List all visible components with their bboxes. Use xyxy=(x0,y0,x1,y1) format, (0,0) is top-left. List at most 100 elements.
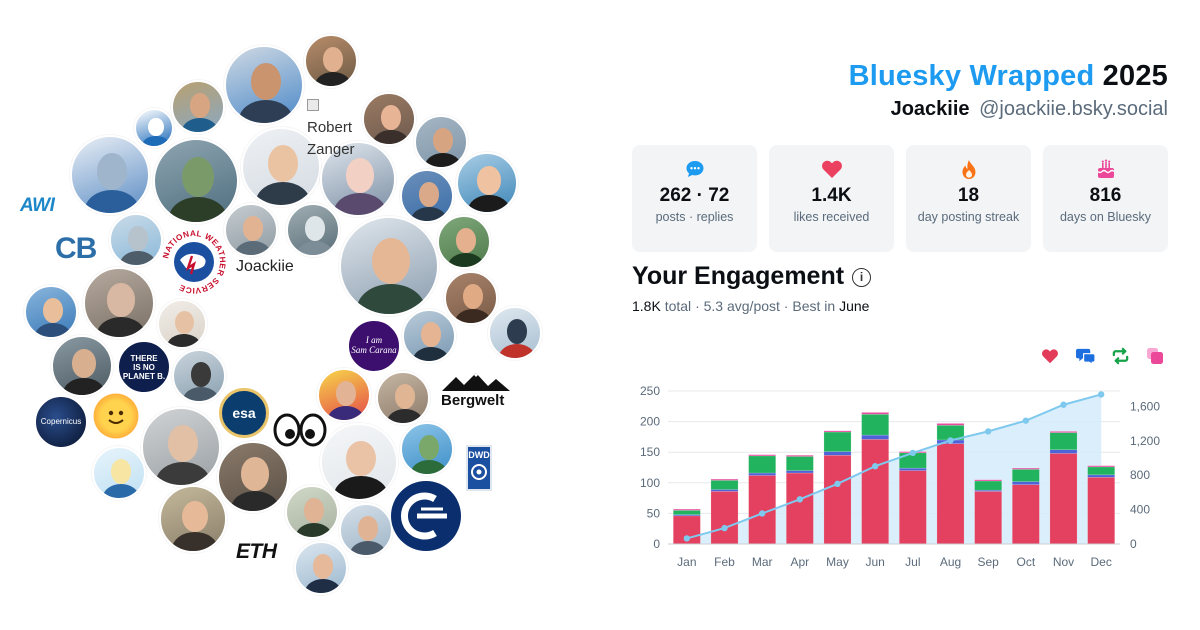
center-user-label: Joackiie xyxy=(236,258,294,275)
avatar-body xyxy=(142,136,170,146)
stat-label: likes received xyxy=(793,210,870,224)
avatar-body xyxy=(255,181,311,205)
cumulative-point xyxy=(758,510,766,517)
bar-segment xyxy=(710,480,739,490)
avatar-body xyxy=(327,405,365,420)
avatar-body xyxy=(102,483,140,498)
bar-segment xyxy=(861,412,889,415)
avatar-body xyxy=(386,408,424,423)
y2-tick-label: 400 xyxy=(1130,503,1150,517)
x-tick-label: Nov xyxy=(1053,555,1074,569)
avatar-face xyxy=(380,104,402,130)
bar-segment xyxy=(710,489,739,492)
sam-carana-avatar: I am Sam Carana xyxy=(347,319,401,373)
avatar xyxy=(24,285,78,339)
avatar-face xyxy=(345,158,375,194)
avatar-face xyxy=(242,215,264,241)
x-tick-label: Jul xyxy=(905,555,920,569)
bar-segment xyxy=(1049,432,1078,451)
avatar-body xyxy=(167,334,201,347)
bar-segment xyxy=(748,454,776,457)
broken-image-icon xyxy=(307,99,319,111)
cumulative-point xyxy=(721,524,728,532)
broken-image: Robert Zanger xyxy=(307,95,355,161)
cumulative-line xyxy=(686,393,1102,540)
heart-icon[interactable] xyxy=(1040,346,1060,366)
avatar xyxy=(70,135,150,215)
quote-icon[interactable] xyxy=(1145,346,1165,366)
bar-segment xyxy=(899,470,927,545)
avatar-body xyxy=(96,316,146,337)
bar-segment xyxy=(974,480,1002,491)
avatar-body xyxy=(171,531,219,551)
bar-segment xyxy=(936,423,965,426)
cumulative-point xyxy=(1097,391,1105,398)
stat-card-posts: 262 · 72 posts · replies xyxy=(632,145,757,252)
y2-tick-label: 1,200 xyxy=(1130,434,1160,448)
brand-title: Bluesky Wrapped xyxy=(848,60,1095,92)
bar-segment xyxy=(1012,467,1040,470)
stat-value: 262 · 72 xyxy=(659,185,730,206)
avatar xyxy=(134,108,174,148)
cumulative-point xyxy=(1060,401,1067,408)
stat-value: 816 xyxy=(1089,185,1122,206)
repost-icon[interactable] xyxy=(1110,346,1130,366)
bar-segment xyxy=(974,491,1002,545)
avatar-body xyxy=(410,206,448,221)
reply-icon[interactable] xyxy=(1075,346,1095,366)
x-tick-label: Sep xyxy=(977,555,999,569)
avatar xyxy=(317,368,371,422)
bar-segment xyxy=(748,475,776,545)
engagement-title: Your Engagement xyxy=(632,262,845,290)
avatar-body xyxy=(454,308,492,323)
avatar-face xyxy=(357,515,379,541)
cumulative-point xyxy=(1022,417,1030,424)
bar-segment xyxy=(673,508,701,511)
bergwelt-logo xyxy=(440,372,512,412)
avatar-face xyxy=(372,238,410,284)
avatar-body xyxy=(62,377,106,395)
avatar-face xyxy=(432,127,454,153)
y2-tick-label: 0 xyxy=(1130,537,1137,551)
avatar-face xyxy=(250,63,282,100)
avatar-body xyxy=(155,461,211,485)
avatar-face xyxy=(241,457,269,491)
avatar-face xyxy=(72,349,96,378)
bar-segment xyxy=(823,430,852,433)
stat-value: 18 xyxy=(957,185,980,206)
avatar-body xyxy=(234,240,272,255)
bar-segment xyxy=(1087,474,1115,478)
user-line: Joackiie @joackiie.bsky.social xyxy=(849,96,1168,122)
bar-segment xyxy=(710,491,739,545)
avatar-face xyxy=(110,458,132,484)
avatar-face xyxy=(127,225,149,251)
cumulative-point xyxy=(796,496,804,503)
stat-card-streak: 18 day posting streak xyxy=(906,145,1031,252)
avatar-body xyxy=(410,459,448,474)
avatar-face xyxy=(322,46,344,72)
eyes-icon xyxy=(272,403,328,459)
stat-label: days on Bluesky xyxy=(1059,210,1152,224)
avatar-body xyxy=(424,152,462,167)
bar-segment xyxy=(1049,431,1078,433)
avatar xyxy=(376,371,430,425)
stat-card-days: 816 days on Bluesky xyxy=(1043,145,1168,252)
avatar-body xyxy=(230,490,280,511)
avatar xyxy=(92,446,146,500)
avatar-face xyxy=(148,118,164,137)
bar-segment xyxy=(1087,465,1115,468)
stats-row: 262 · 72 posts · replies 1.4K likes rece… xyxy=(632,145,1168,252)
cumulative-point xyxy=(909,449,917,457)
alt-text: Robert xyxy=(307,119,353,136)
engagement-summary: 1.8K total · 5.3 avg/post · Best in June xyxy=(632,298,869,314)
bar-segment xyxy=(710,478,739,481)
bar-segment xyxy=(1087,466,1115,476)
avatar-face xyxy=(190,361,212,387)
bergwelt-text: Bergwelt xyxy=(441,392,505,409)
avatar-face xyxy=(418,181,440,207)
avatar-face xyxy=(346,440,376,477)
avatar-face xyxy=(420,321,442,347)
info-icon[interactable]: i xyxy=(852,268,871,287)
avatar xyxy=(159,485,227,553)
stat-label: day posting streak xyxy=(917,210,1020,224)
